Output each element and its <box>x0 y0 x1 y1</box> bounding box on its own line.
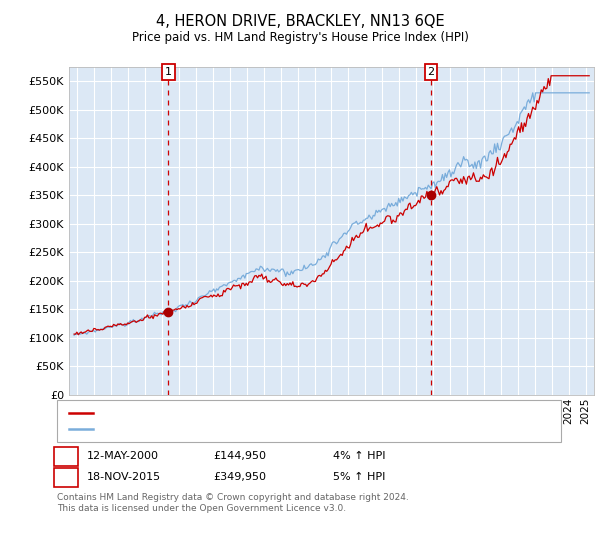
Text: 4, HERON DRIVE, BRACKLEY, NN13 6QE (detached house): 4, HERON DRIVE, BRACKLEY, NN13 6QE (deta… <box>99 408 415 418</box>
Text: 12-MAY-2000: 12-MAY-2000 <box>87 451 159 461</box>
Text: 18-NOV-2015: 18-NOV-2015 <box>87 472 161 482</box>
Text: HPI: Average price, detached house, West Northamptonshire: HPI: Average price, detached house, West… <box>99 424 431 435</box>
Text: Price paid vs. HM Land Registry's House Price Index (HPI): Price paid vs. HM Land Registry's House … <box>131 31 469 44</box>
Text: 4, HERON DRIVE, BRACKLEY, NN13 6QE: 4, HERON DRIVE, BRACKLEY, NN13 6QE <box>155 14 445 29</box>
Text: Contains HM Land Registry data © Crown copyright and database right 2024.: Contains HM Land Registry data © Crown c… <box>57 493 409 502</box>
Text: £349,950: £349,950 <box>213 472 266 482</box>
Text: 4% ↑ HPI: 4% ↑ HPI <box>333 451 386 461</box>
Text: 2: 2 <box>428 67 434 77</box>
Text: £144,950: £144,950 <box>213 451 266 461</box>
Text: 1: 1 <box>62 451 70 461</box>
Text: 2: 2 <box>62 472 70 482</box>
Text: 5% ↑ HPI: 5% ↑ HPI <box>333 472 385 482</box>
Text: This data is licensed under the Open Government Licence v3.0.: This data is licensed under the Open Gov… <box>57 504 346 513</box>
Text: 1: 1 <box>165 67 172 77</box>
